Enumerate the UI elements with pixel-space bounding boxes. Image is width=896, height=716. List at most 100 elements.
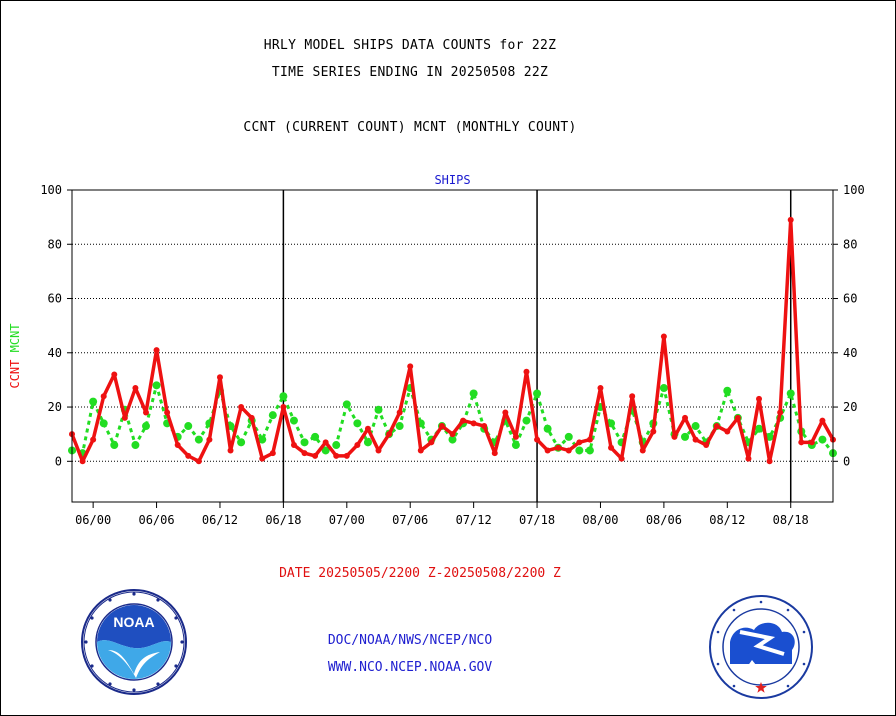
data-point-mcnt bbox=[194, 435, 203, 444]
data-point-ccnt bbox=[565, 447, 572, 454]
data-point-mcnt bbox=[131, 441, 140, 450]
data-point-ccnt bbox=[100, 393, 107, 400]
data-point-mcnt bbox=[575, 446, 584, 455]
data-point-mcnt bbox=[585, 446, 594, 455]
data-point-mcnt bbox=[332, 441, 341, 450]
xtick-label: 06/06 bbox=[138, 513, 174, 527]
data-point-ccnt bbox=[354, 442, 361, 449]
data-point-ccnt bbox=[597, 385, 604, 392]
data-point-ccnt bbox=[660, 333, 667, 340]
data-point-ccnt bbox=[481, 423, 488, 430]
data-point-mcnt bbox=[353, 419, 362, 428]
xtick-label: 08/12 bbox=[709, 513, 745, 527]
data-point-ccnt bbox=[90, 436, 97, 443]
data-point-ccnt bbox=[132, 385, 139, 392]
data-point-ccnt bbox=[238, 404, 245, 411]
data-point-mcnt bbox=[258, 435, 267, 444]
data-point-ccnt bbox=[428, 439, 435, 446]
data-point-mcnt bbox=[765, 432, 774, 441]
data-point-mcnt bbox=[184, 422, 193, 431]
data-point-ccnt bbox=[312, 452, 319, 459]
data-point-mcnt bbox=[89, 397, 98, 406]
data-point-ccnt bbox=[682, 414, 689, 421]
xtick-label: 06/12 bbox=[202, 513, 238, 527]
data-point-ccnt bbox=[396, 409, 403, 416]
xtick-label: 06/18 bbox=[265, 513, 301, 527]
data-point-ccnt bbox=[153, 347, 160, 354]
data-point-mcnt bbox=[469, 389, 478, 398]
svg-text:NOAA: NOAA bbox=[113, 614, 154, 630]
data-point-ccnt bbox=[460, 417, 467, 424]
xtick-label: 08/00 bbox=[582, 513, 618, 527]
data-point-ccnt bbox=[576, 439, 583, 446]
data-point-ccnt bbox=[608, 444, 615, 451]
data-point-ccnt bbox=[121, 414, 128, 421]
data-point-mcnt bbox=[237, 438, 246, 447]
ytick-label-right: 80 bbox=[843, 237, 857, 251]
data-point-mcnt bbox=[311, 432, 320, 441]
data-point-ccnt bbox=[343, 452, 350, 459]
data-point-mcnt bbox=[511, 441, 520, 450]
data-point-ccnt bbox=[629, 393, 636, 400]
data-point-mcnt bbox=[342, 400, 351, 409]
data-point-mcnt bbox=[533, 389, 542, 398]
data-point-ccnt bbox=[227, 447, 234, 454]
data-point-mcnt bbox=[321, 446, 330, 455]
data-point-ccnt bbox=[470, 420, 477, 427]
data-point-mcnt bbox=[141, 422, 150, 431]
xtick-label: 07/00 bbox=[329, 513, 365, 527]
data-point-ccnt bbox=[777, 409, 784, 416]
data-point-mcnt bbox=[818, 435, 827, 444]
data-point-mcnt bbox=[681, 432, 690, 441]
data-point-mcnt bbox=[363, 438, 372, 447]
data-point-mcnt bbox=[99, 419, 108, 428]
plot-title: SHIPS bbox=[434, 173, 470, 187]
data-point-ccnt bbox=[787, 216, 794, 223]
data-point-mcnt bbox=[152, 381, 161, 390]
data-point-mcnt bbox=[543, 424, 552, 433]
data-point-ccnt bbox=[586, 436, 593, 443]
data-point-ccnt bbox=[386, 431, 393, 438]
data-point-ccnt bbox=[216, 374, 223, 381]
ytick-label-left: 40 bbox=[48, 346, 62, 360]
ylabel-ccnt: CCNT bbox=[8, 360, 22, 389]
data-point-mcnt bbox=[691, 422, 700, 431]
xtick-label: 07/18 bbox=[519, 513, 555, 527]
xtick-label: 06/00 bbox=[75, 513, 111, 527]
ytick-label-left: 20 bbox=[48, 400, 62, 414]
data-point-ccnt bbox=[290, 442, 297, 449]
data-point-mcnt bbox=[110, 441, 119, 450]
data-point-ccnt bbox=[417, 447, 424, 454]
ytick-label-left: 100 bbox=[40, 183, 62, 197]
noaa-logo-icon: NOAA bbox=[81, 589, 187, 695]
website-link[interactable]: WWW.NCO.NCEP.NOAA.GOV bbox=[327, 660, 493, 675]
data-point-ccnt bbox=[544, 447, 551, 454]
ytick-label-left: 80 bbox=[48, 237, 62, 251]
data-point-ccnt bbox=[280, 404, 287, 411]
data-point-ccnt bbox=[703, 442, 710, 449]
data-point-ccnt bbox=[724, 428, 731, 435]
data-point-ccnt bbox=[259, 455, 266, 462]
data-point-ccnt bbox=[555, 444, 562, 451]
xtick-label: 08/18 bbox=[773, 513, 809, 527]
data-point-ccnt bbox=[206, 436, 213, 443]
data-point-mcnt bbox=[268, 411, 277, 420]
data-point-ccnt bbox=[79, 458, 86, 465]
nws-logo-icon bbox=[709, 595, 813, 699]
org-label: DOC/NOAA/NWS/NCEP/NCO bbox=[327, 633, 493, 648]
data-point-ccnt bbox=[364, 425, 371, 432]
data-point-ccnt bbox=[523, 368, 530, 375]
ytick-label-right: 100 bbox=[843, 183, 865, 197]
data-point-ccnt bbox=[449, 431, 456, 438]
data-point-ccnt bbox=[618, 455, 625, 462]
data-point-ccnt bbox=[639, 447, 646, 454]
xtick-label: 08/06 bbox=[646, 513, 682, 527]
data-point-ccnt bbox=[491, 450, 498, 457]
data-point-ccnt bbox=[502, 409, 509, 416]
data-point-mcnt bbox=[607, 419, 616, 428]
data-point-ccnt bbox=[164, 409, 171, 416]
data-point-ccnt bbox=[745, 455, 752, 462]
data-point-ccnt bbox=[734, 414, 741, 421]
chart-title-line2: TIME SERIES ENDING IN 20250508 22Z bbox=[271, 65, 549, 80]
